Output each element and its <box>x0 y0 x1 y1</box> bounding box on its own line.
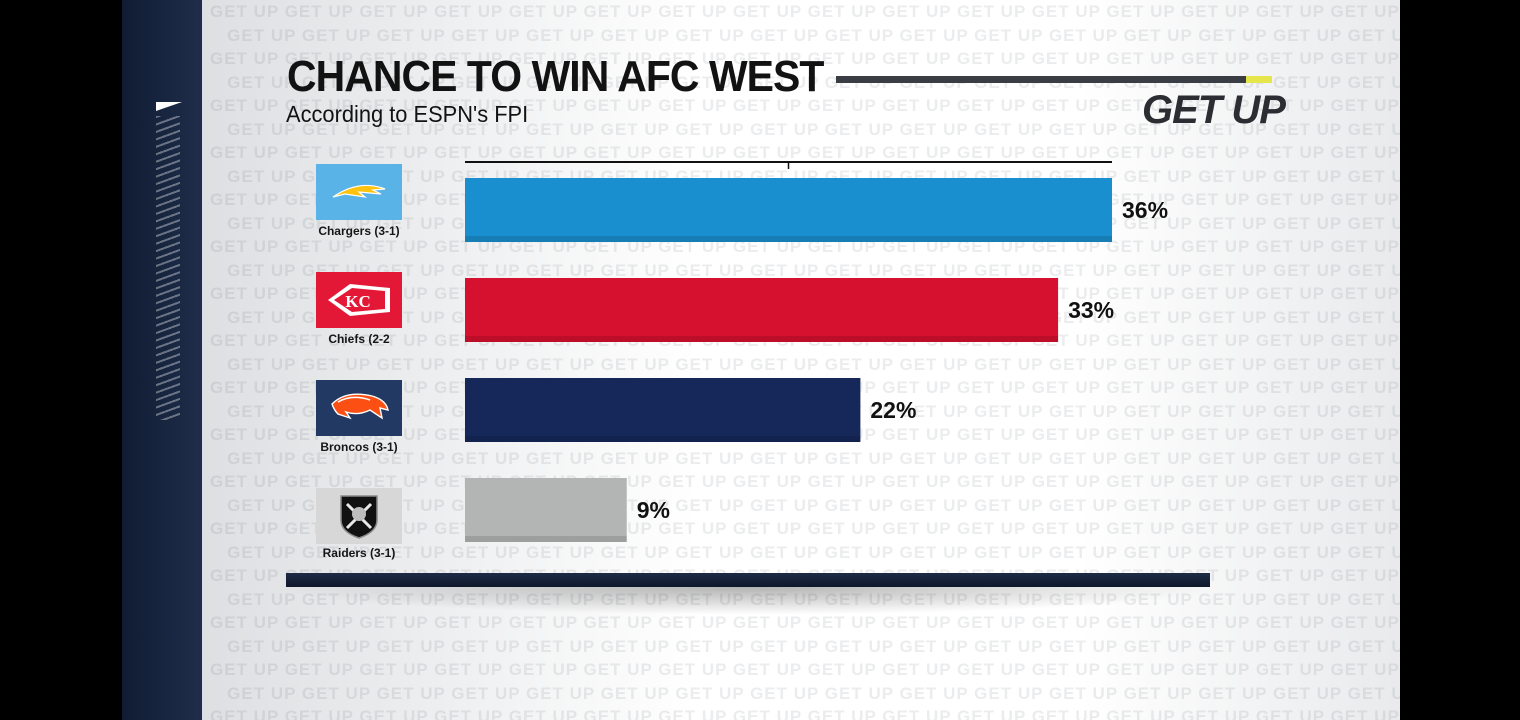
bar-2-shade <box>465 336 1059 342</box>
bar-1 <box>465 178 1112 242</box>
bar-chart: 36% 33% 22% 9% <box>465 161 1168 542</box>
bar-4-value-label: 9% <box>637 497 670 523</box>
team-label-raiders: Raiders (3-1) <box>322 546 396 560</box>
raiders-logo <box>316 488 402 544</box>
strip-stripes <box>156 116 180 420</box>
bar-3-shade <box>465 436 861 442</box>
bar-4 <box>465 478 627 542</box>
bar-3 <box>465 378 861 442</box>
left-decorative-strip <box>122 0 202 720</box>
broadcast-graphic: GET UP GET UP GET UP GET UP GET UP GET U… <box>122 0 1400 720</box>
team-label-chargers: Chargers (3-1) <box>318 224 400 238</box>
chiefs-logo: KC <box>316 272 402 328</box>
svg-text:KC: KC <box>345 292 371 311</box>
chart-title: CHANCE TO WIN AFC WEST <box>287 52 824 101</box>
bar-1-shade <box>465 236 1112 242</box>
broncos-logo <box>316 380 402 436</box>
chargers-bolt-icon <box>332 184 386 198</box>
broncos-horse-icon <box>331 393 389 420</box>
get-up-logo: GET UP <box>1142 88 1286 132</box>
raiders-shield-icon <box>340 495 378 539</box>
chargers-logo <box>316 164 402 220</box>
bar-2 <box>465 278 1059 342</box>
title-rule <box>836 76 1272 83</box>
bar-1-value-label: 36% <box>1122 197 1168 223</box>
bar-2-value-label: 33% <box>1068 297 1114 323</box>
bottom-shadow <box>272 587 1222 615</box>
strip-flag-mark <box>156 102 182 111</box>
chiefs-arrowhead-icon: KC <box>328 284 390 316</box>
bar-4-shade <box>465 536 627 542</box>
chart-subtitle: According to ESPN's FPI <box>286 101 529 127</box>
bar-3-value-label: 22% <box>870 397 916 423</box>
title-rule-accent <box>1246 76 1272 83</box>
team-label-chiefs: Chiefs (2-2 <box>328 332 390 346</box>
team-label-broncos: Broncos (3-1) <box>320 440 398 454</box>
bottom-rule <box>286 573 1210 587</box>
